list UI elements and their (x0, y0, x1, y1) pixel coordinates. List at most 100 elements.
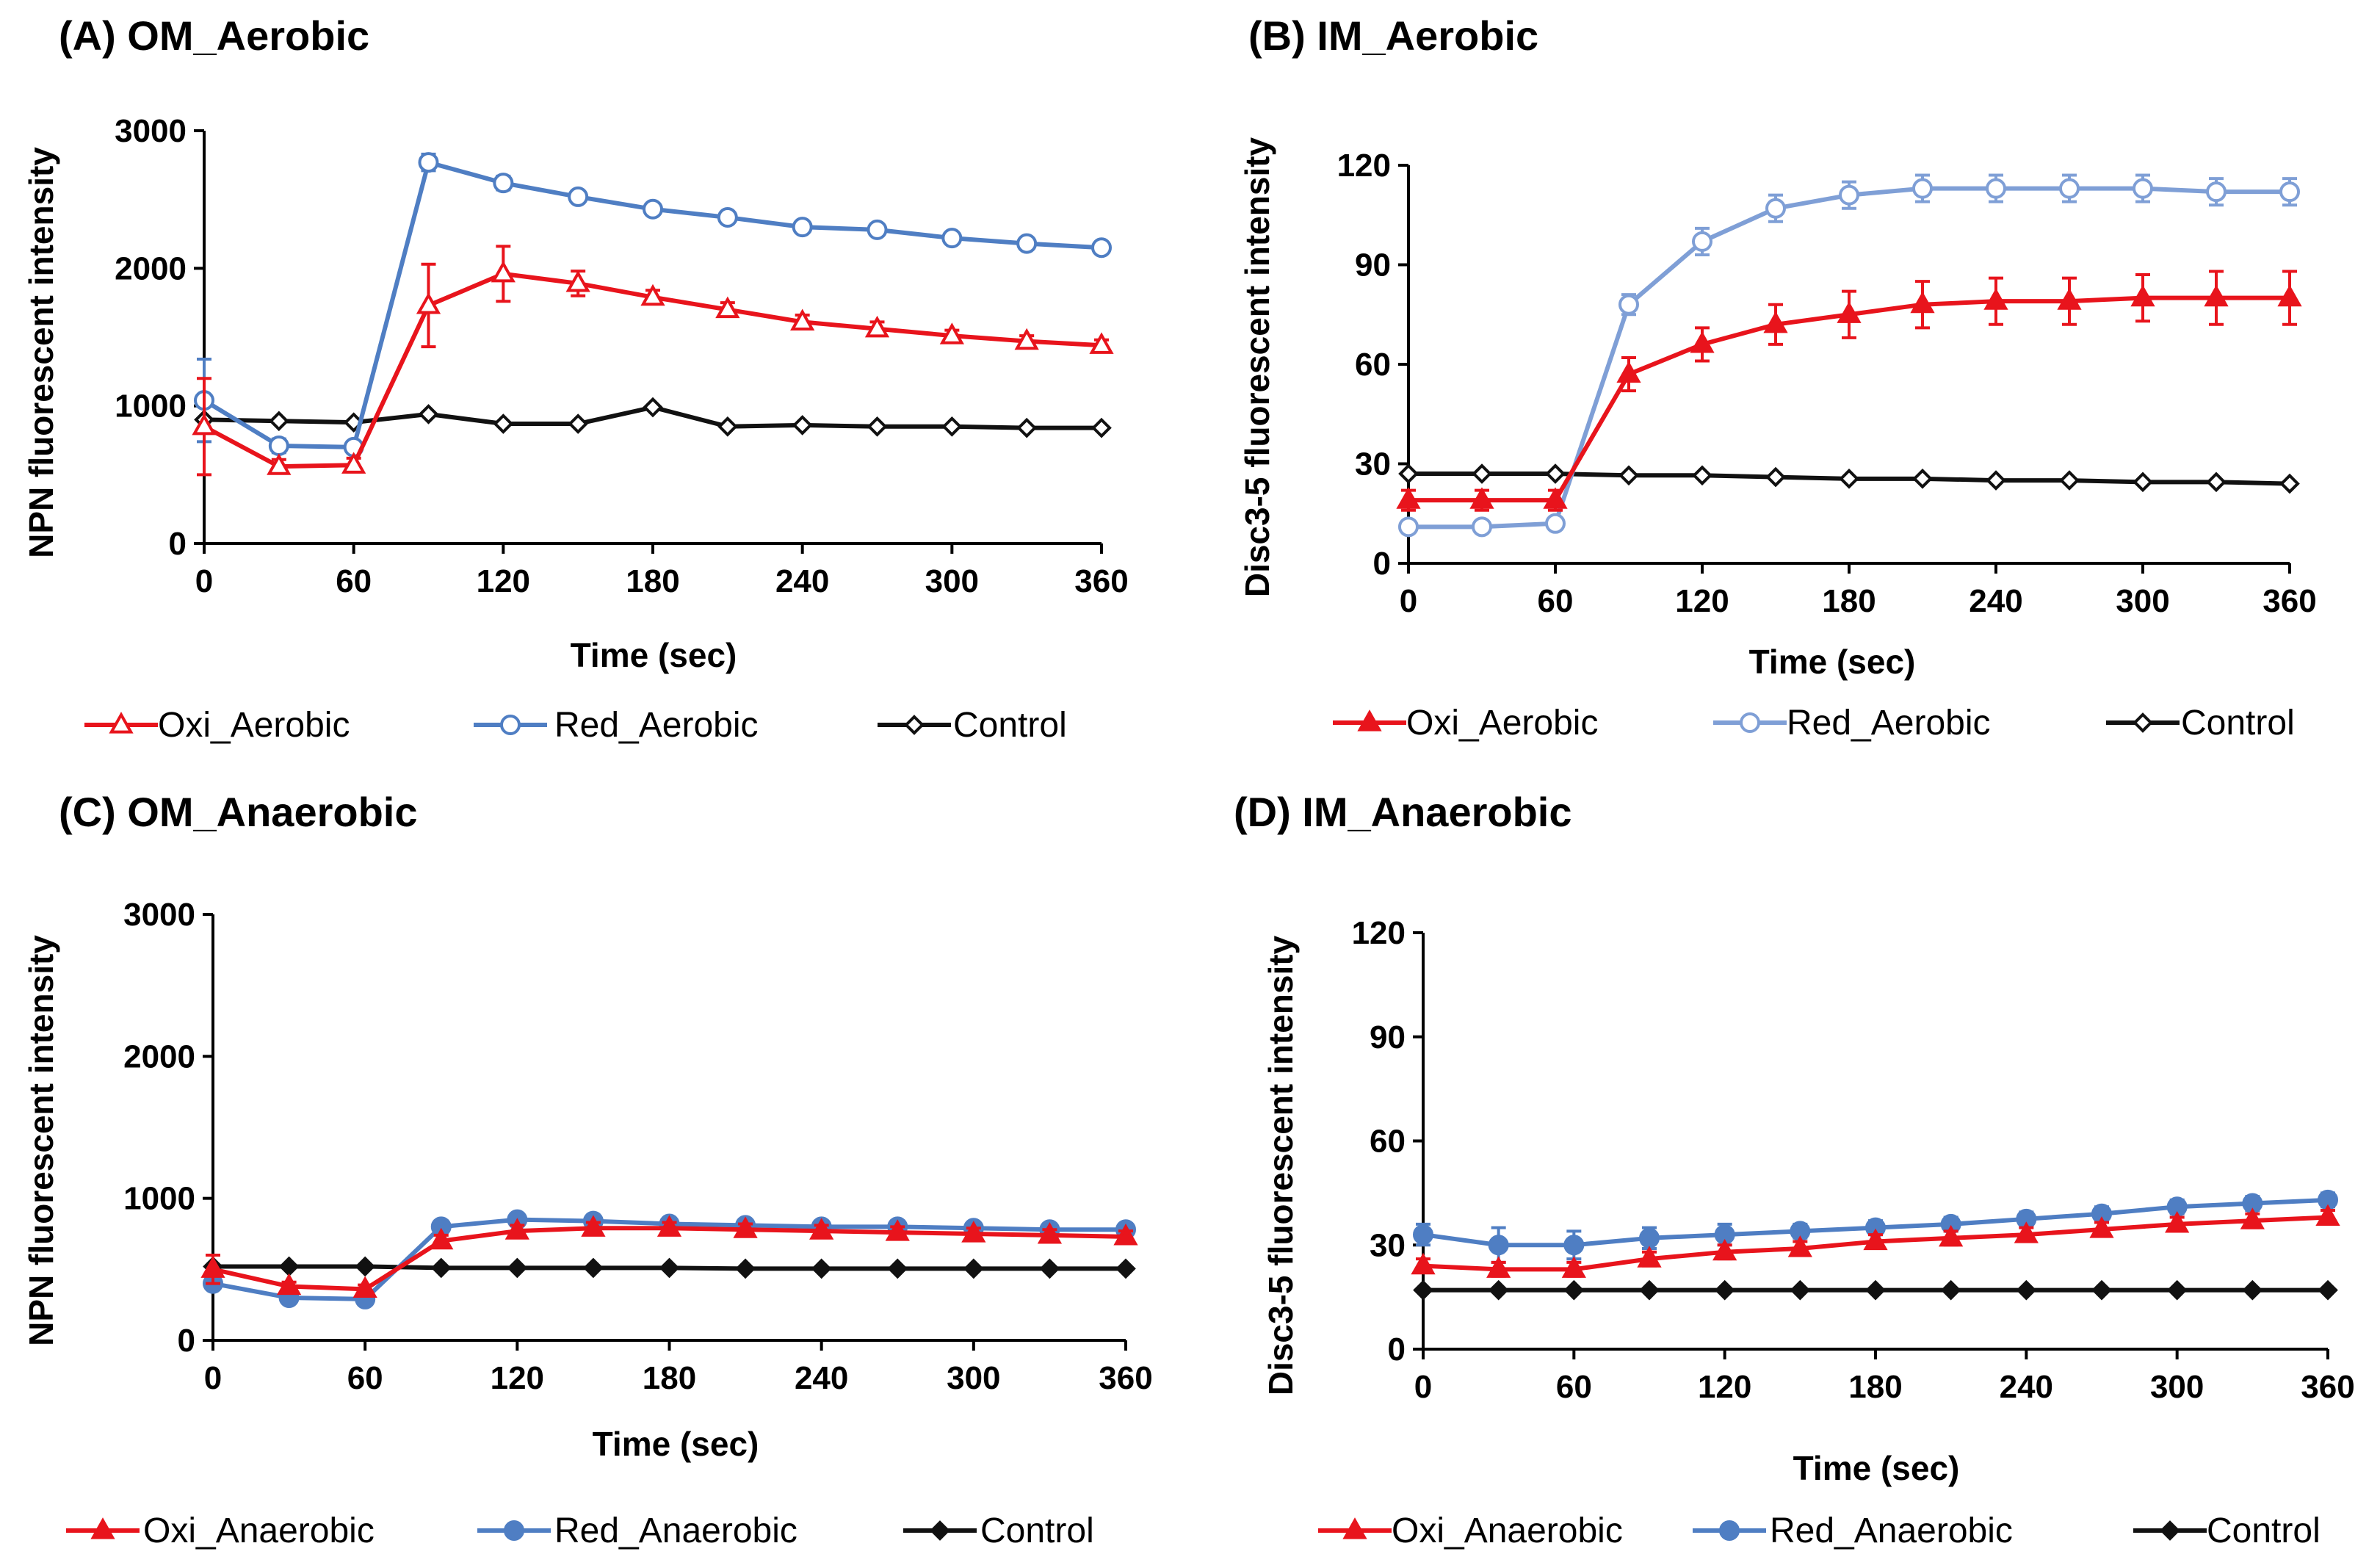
data-point (2016, 1279, 2037, 1301)
series-oxi-anaerobic (200, 1215, 1138, 1298)
data-point (1765, 198, 1786, 219)
data-point (1563, 1235, 1585, 1256)
data-point (416, 292, 441, 314)
data-point (1089, 332, 1114, 354)
legend-swatch (878, 715, 951, 735)
data-point (717, 207, 738, 228)
data-point (715, 296, 740, 319)
data-point (867, 219, 888, 240)
x-tick-label: 180 (626, 563, 679, 599)
y-tick-label: 60 (1355, 347, 1391, 383)
data-point (1398, 516, 1419, 538)
data-point (1469, 487, 1494, 509)
data-point (885, 1219, 910, 1241)
y-tick-label: 0 (1388, 1332, 1406, 1368)
y-tick-label: 0 (178, 1323, 195, 1359)
data-point (1545, 513, 1566, 534)
x-tick-label: 60 (1538, 583, 1574, 619)
panel-c-plot: 0 1000 2000 3000 0 60 120 180 240 300 360 (66, 897, 1153, 1541)
legend-label-control: Control (953, 706, 1067, 745)
x-tick-label: 240 (1969, 583, 2022, 619)
data-point (1837, 301, 1862, 323)
legend-swatch (477, 1520, 551, 1541)
data-point (864, 315, 890, 338)
data-point (2133, 472, 2153, 493)
data-point (352, 1276, 377, 1298)
legend-marker (2133, 712, 2153, 733)
data-point (1692, 231, 1712, 252)
legend-label-control: Control (980, 1511, 1094, 1550)
data-point (1865, 1279, 1886, 1301)
series-control (203, 1256, 1136, 1279)
x-tick-label: 300 (947, 1360, 1000, 1396)
data-point (1839, 468, 1859, 489)
data-point (1113, 1223, 1138, 1246)
data-point (2206, 472, 2227, 493)
x-tick-label: 180 (1848, 1369, 1902, 1405)
data-point (1618, 294, 1639, 315)
data-point (1039, 1258, 1060, 1279)
data-point (790, 308, 815, 330)
data-point (1411, 1252, 1436, 1275)
x-tick-label: 360 (1074, 563, 1128, 599)
data-point (1413, 1224, 1433, 1246)
legend-swatch (84, 712, 158, 734)
data-point (1488, 1279, 1509, 1301)
legend-swatch (1713, 712, 1787, 733)
data-point (1692, 465, 1712, 486)
series-oxi-anaerobic (1411, 1204, 2340, 1278)
data-point (1763, 311, 1788, 333)
legend-swatch (66, 1517, 140, 1539)
x-tick-label: 0 (204, 1360, 222, 1396)
data-point (717, 416, 738, 437)
data-point (2315, 1204, 2340, 1226)
data-point (1488, 1235, 1509, 1256)
data-point (1986, 178, 2006, 199)
data-point (1912, 178, 1933, 199)
legend-marker (1719, 1520, 1740, 1541)
x-tick-label: 300 (2150, 1369, 2204, 1405)
data-point (2279, 181, 2300, 203)
panel-d-xlabel: Time (sec) (1793, 1449, 1960, 1487)
legend-label-oxi-aerobic: Oxi_Aerobic (158, 706, 350, 745)
legend-label-red-anaerobic: Red_Anaerobic (554, 1511, 797, 1550)
data-point (565, 270, 590, 292)
legend-label-red-aerobic: Red_Aerobic (554, 706, 759, 745)
data-point (1912, 468, 1933, 489)
y-tick-label: 1000 (115, 389, 187, 424)
x-tick-label: 300 (925, 563, 979, 599)
data-point (792, 217, 813, 238)
data-point (1091, 237, 1112, 259)
data-point (2242, 1279, 2263, 1301)
x-tick-label: 360 (1099, 1360, 1152, 1396)
data-point (1561, 1256, 1586, 1278)
data-point (1765, 466, 1786, 488)
data-point (1863, 1228, 1888, 1251)
data-point (1790, 1279, 1811, 1301)
panel-c-title: (C) OM_Anaerobic (59, 789, 418, 835)
data-point (1115, 1258, 1136, 1279)
data-point (792, 415, 813, 436)
y-tick-label: 30 (1370, 1227, 1406, 1263)
data-point (2240, 1207, 2265, 1229)
panel-b-ylabel: Disc3-5 fluorescent intensity (1238, 137, 1276, 597)
data-point (1940, 1279, 1961, 1301)
data-point (2130, 284, 2155, 307)
data-point (1014, 328, 1039, 350)
panel-d-ylabel: Disc3-5 fluorescent intensity (1262, 935, 1300, 1395)
data-point (811, 1258, 832, 1279)
panel-c-ylabel: NPN fluorescent intensity (22, 935, 60, 1346)
x-tick-label: 0 (1400, 583, 1417, 619)
data-point (640, 283, 665, 306)
data-point (581, 1215, 606, 1237)
legend-label-red-aerobic: Red_Aerobic (1787, 704, 1991, 743)
data-point (429, 1227, 454, 1250)
data-point (1396, 487, 1421, 509)
data-point (963, 1258, 984, 1279)
data-point (2206, 181, 2227, 203)
legend-swatch (474, 715, 547, 735)
series-red-anaerobic (1413, 1189, 2338, 1264)
data-point (867, 416, 888, 437)
